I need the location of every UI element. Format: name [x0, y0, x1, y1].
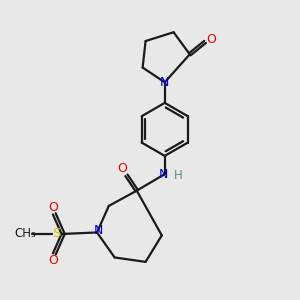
Text: N: N: [160, 76, 169, 89]
Text: O: O: [48, 201, 58, 214]
Text: N: N: [159, 168, 168, 181]
Text: N: N: [94, 224, 103, 238]
Text: S: S: [52, 227, 61, 240]
Text: O: O: [48, 254, 58, 267]
Text: H: H: [174, 169, 182, 182]
Text: CH₃: CH₃: [15, 227, 36, 240]
Text: O: O: [207, 33, 217, 46]
Text: O: O: [117, 162, 127, 175]
